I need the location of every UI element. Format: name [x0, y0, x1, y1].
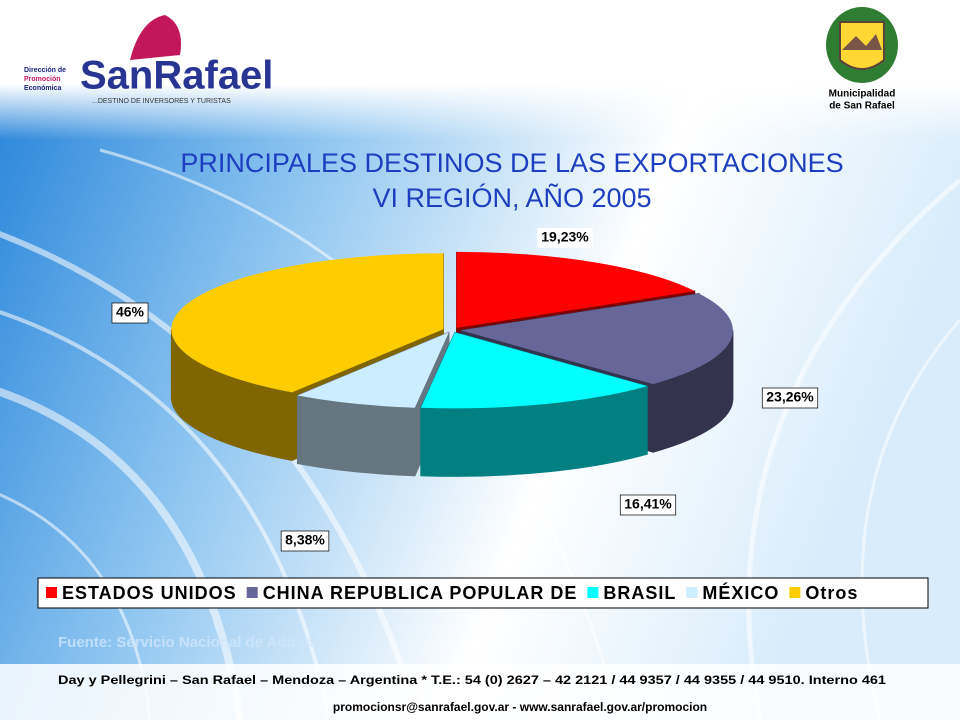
slice-top: [171, 253, 444, 393]
right-logo: Municipalidad de San Rafael: [826, 7, 898, 112]
footer-contact: promocionsr@sanrafael.gov.ar - www.sanra…: [333, 700, 707, 714]
slice-top: [420, 332, 648, 409]
legend-swatch: [686, 587, 698, 598]
legend: ESTADOS UNIDOS CHINA REPUBLICA POPULAR DE…: [46, 582, 858, 603]
logo-tagline: ...DESTINO DE INVERSORES Y TURISTAS: [92, 98, 231, 105]
pie-slice: [420, 331, 648, 477]
data-label: 19,23%: [541, 229, 589, 245]
crest-mountains: [842, 34, 882, 50]
data-label: 16,41%: [624, 496, 672, 512]
crest-text: Municipalidad: [829, 89, 896, 100]
footer-band: [0, 664, 960, 720]
data-label-box: [537, 228, 593, 248]
slice-side: [296, 394, 416, 477]
logo-name: SanRafael: [80, 54, 273, 98]
data-label-box: [111, 302, 149, 324]
data-labels: 19,23% 23,26% 16,41% 8,38% 46%: [111, 228, 819, 552]
logo-butterfly: [130, 15, 181, 60]
slice-top: [297, 332, 449, 408]
logo-text: Dirección de: [24, 67, 66, 74]
data-label-box: [619, 494, 677, 516]
legend-label: ESTADOS UNIDOS: [62, 583, 237, 603]
legend-box: [37, 577, 929, 609]
data-label-box: [761, 387, 819, 409]
slice-top: [456, 251, 695, 328]
left-logo: Dirección de Promoción Económica SanRafa…: [24, 15, 273, 105]
legend-swatch: [46, 587, 57, 598]
footer-address: Day y Pellegrini – San Rafael – Mendoza …: [58, 673, 886, 687]
legend-label: CHINA REPUBLICA POPULAR DE: [263, 583, 578, 603]
slice-top: [460, 293, 733, 385]
legend-swatch: [246, 587, 258, 598]
data-label-box: [280, 530, 330, 552]
chart-title: VI REGIÓN, AÑO 2005: [372, 182, 651, 213]
legend-swatch: [789, 587, 801, 598]
logo-text: Promoción: [24, 76, 61, 83]
data-label: 23,26%: [766, 389, 814, 405]
chart-title: PRINCIPALES DESTINOS DE LAS EXPORTACIONE…: [180, 148, 843, 178]
source-note: Fuente: Servicio Nacional de Aduanas: [58, 634, 330, 651]
logo-text: Económica: [24, 85, 61, 92]
background-swirls: [0, 148, 960, 720]
pie: [170, 251, 734, 477]
data-label: 46%: [116, 304, 145, 320]
data-label: 8,38%: [285, 532, 325, 548]
legend-swatch: [587, 587, 599, 598]
legend-label: MÉXICO: [702, 582, 779, 603]
legend-label: Otros: [805, 583, 858, 603]
crest-text: de San Rafael: [829, 101, 895, 112]
legend-label: BRASIL: [603, 583, 676, 603]
